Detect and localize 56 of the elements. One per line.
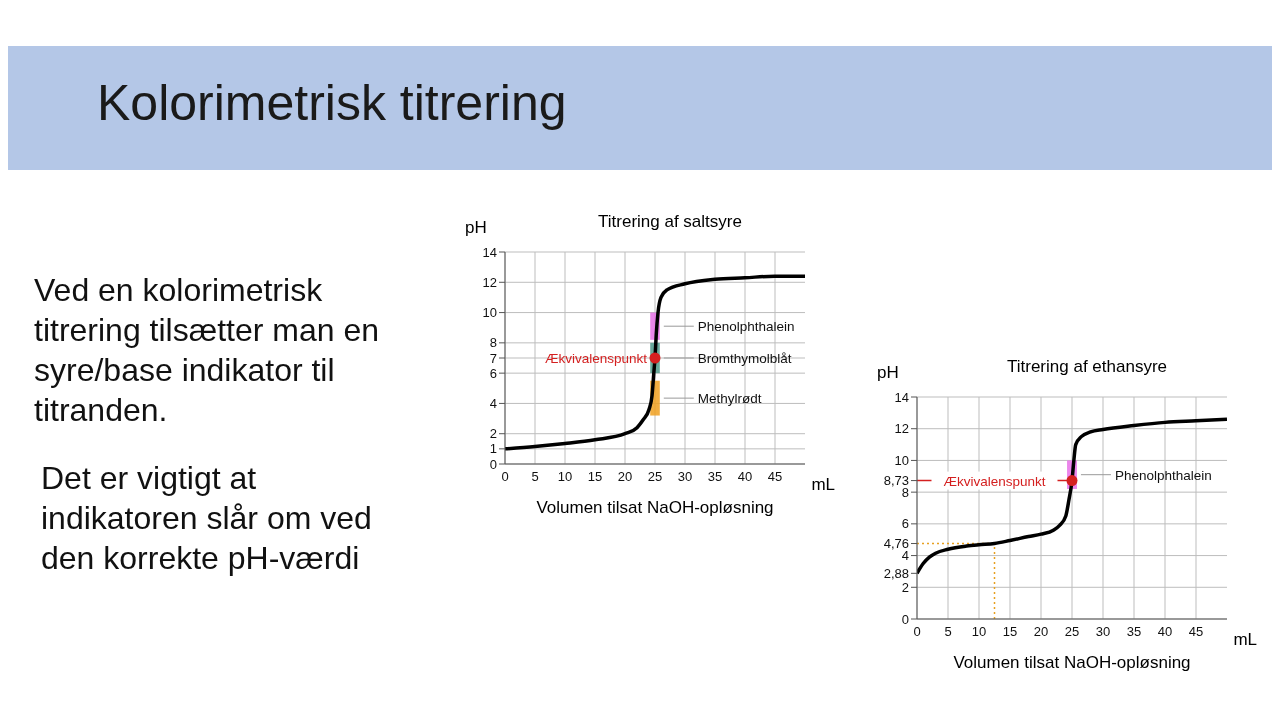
x-tick-label: 45 [767, 469, 783, 485]
chart-title: Titrering af saltsyre [598, 212, 742, 231]
x-tick-label: 35 [1126, 624, 1142, 640]
y-tick-label: 10 [482, 305, 497, 321]
text: mL [811, 475, 835, 495]
text: Ved en kolorimetrisk titrering tilsætter man en syre/base indikator til titranden. [34, 271, 380, 430]
line-series [917, 417, 1227, 576]
y-tick-label: 12 [482, 274, 497, 290]
chart-title: Titrering af ethansyre [1007, 357, 1167, 376]
x-axis-title: Volumen tilsat NaOH-opløsning [535, 498, 775, 518]
x-tick-label: 40 [737, 469, 753, 485]
y-tick-label: 0 [489, 456, 497, 472]
x-tick-label: 0 [501, 469, 509, 485]
y-tick-label: 10 [894, 453, 909, 469]
x-tick-label: 45 [1188, 624, 1204, 640]
x-tick-label: 15 [587, 469, 603, 485]
text: Bromthymolblåt [697, 351, 792, 366]
x-tick-label: 20 [1033, 624, 1049, 640]
text: Phenolphthalein [1114, 467, 1212, 483]
x-tick-label: 5 [531, 469, 539, 485]
x-tick-label: 0 [913, 624, 921, 640]
y-tick-label: 2,88 [883, 565, 909, 581]
y-tick-label: 14 [482, 244, 497, 260]
line-series [505, 274, 805, 451]
text: mL [1233, 630, 1257, 650]
y-tick-label: 2 [901, 579, 909, 595]
x-tick-label: 10 [971, 624, 987, 640]
x-axis-title: Volumen tilsat NaOH-opløsning [952, 653, 1192, 673]
y-axis-title: pH [465, 218, 487, 238]
x-tick-label: 30 [1095, 624, 1111, 640]
y-axis-title: pH [877, 363, 899, 383]
y-tick-label: 4 [489, 396, 497, 412]
y-tick-label: 6 [489, 365, 497, 381]
y-tick-label: 2 [489, 426, 497, 442]
y-tick-label: 6 [901, 516, 909, 532]
x-tick-label: 25 [647, 469, 663, 485]
y-tick-label: 12 [894, 421, 909, 437]
y-tick-label: 8 [489, 335, 497, 351]
y-tick-label: 1 [489, 441, 497, 457]
x-tick-label: 10 [557, 469, 573, 485]
x-tick-label: 5 [944, 624, 952, 640]
x-tick-label: 15 [1002, 624, 1018, 640]
x-tick-label: 20 [617, 469, 633, 485]
x-tick-label: 40 [1157, 624, 1173, 640]
text: Phenolphthalein [697, 319, 795, 335]
x-tick-label: 30 [677, 469, 693, 485]
y-tick-label: 7 [489, 350, 497, 366]
text: Methylrødt [697, 391, 762, 407]
annotation: Ækvivalenspunkt [544, 351, 648, 366]
ref-line-label: Ækvivalenspunkt [943, 473, 1046, 489]
text: Kolorimetrisk titrering [97, 74, 567, 132]
x-tick-label: 25 [1064, 624, 1080, 640]
x-tick-label: 35 [707, 469, 723, 485]
y-tick-label: 0 [901, 611, 909, 627]
text: Det er vigtigt at indikatoren slår om ved den korrekte pH-værdi [41, 459, 373, 578]
y-tick-label: 14 [894, 389, 909, 405]
